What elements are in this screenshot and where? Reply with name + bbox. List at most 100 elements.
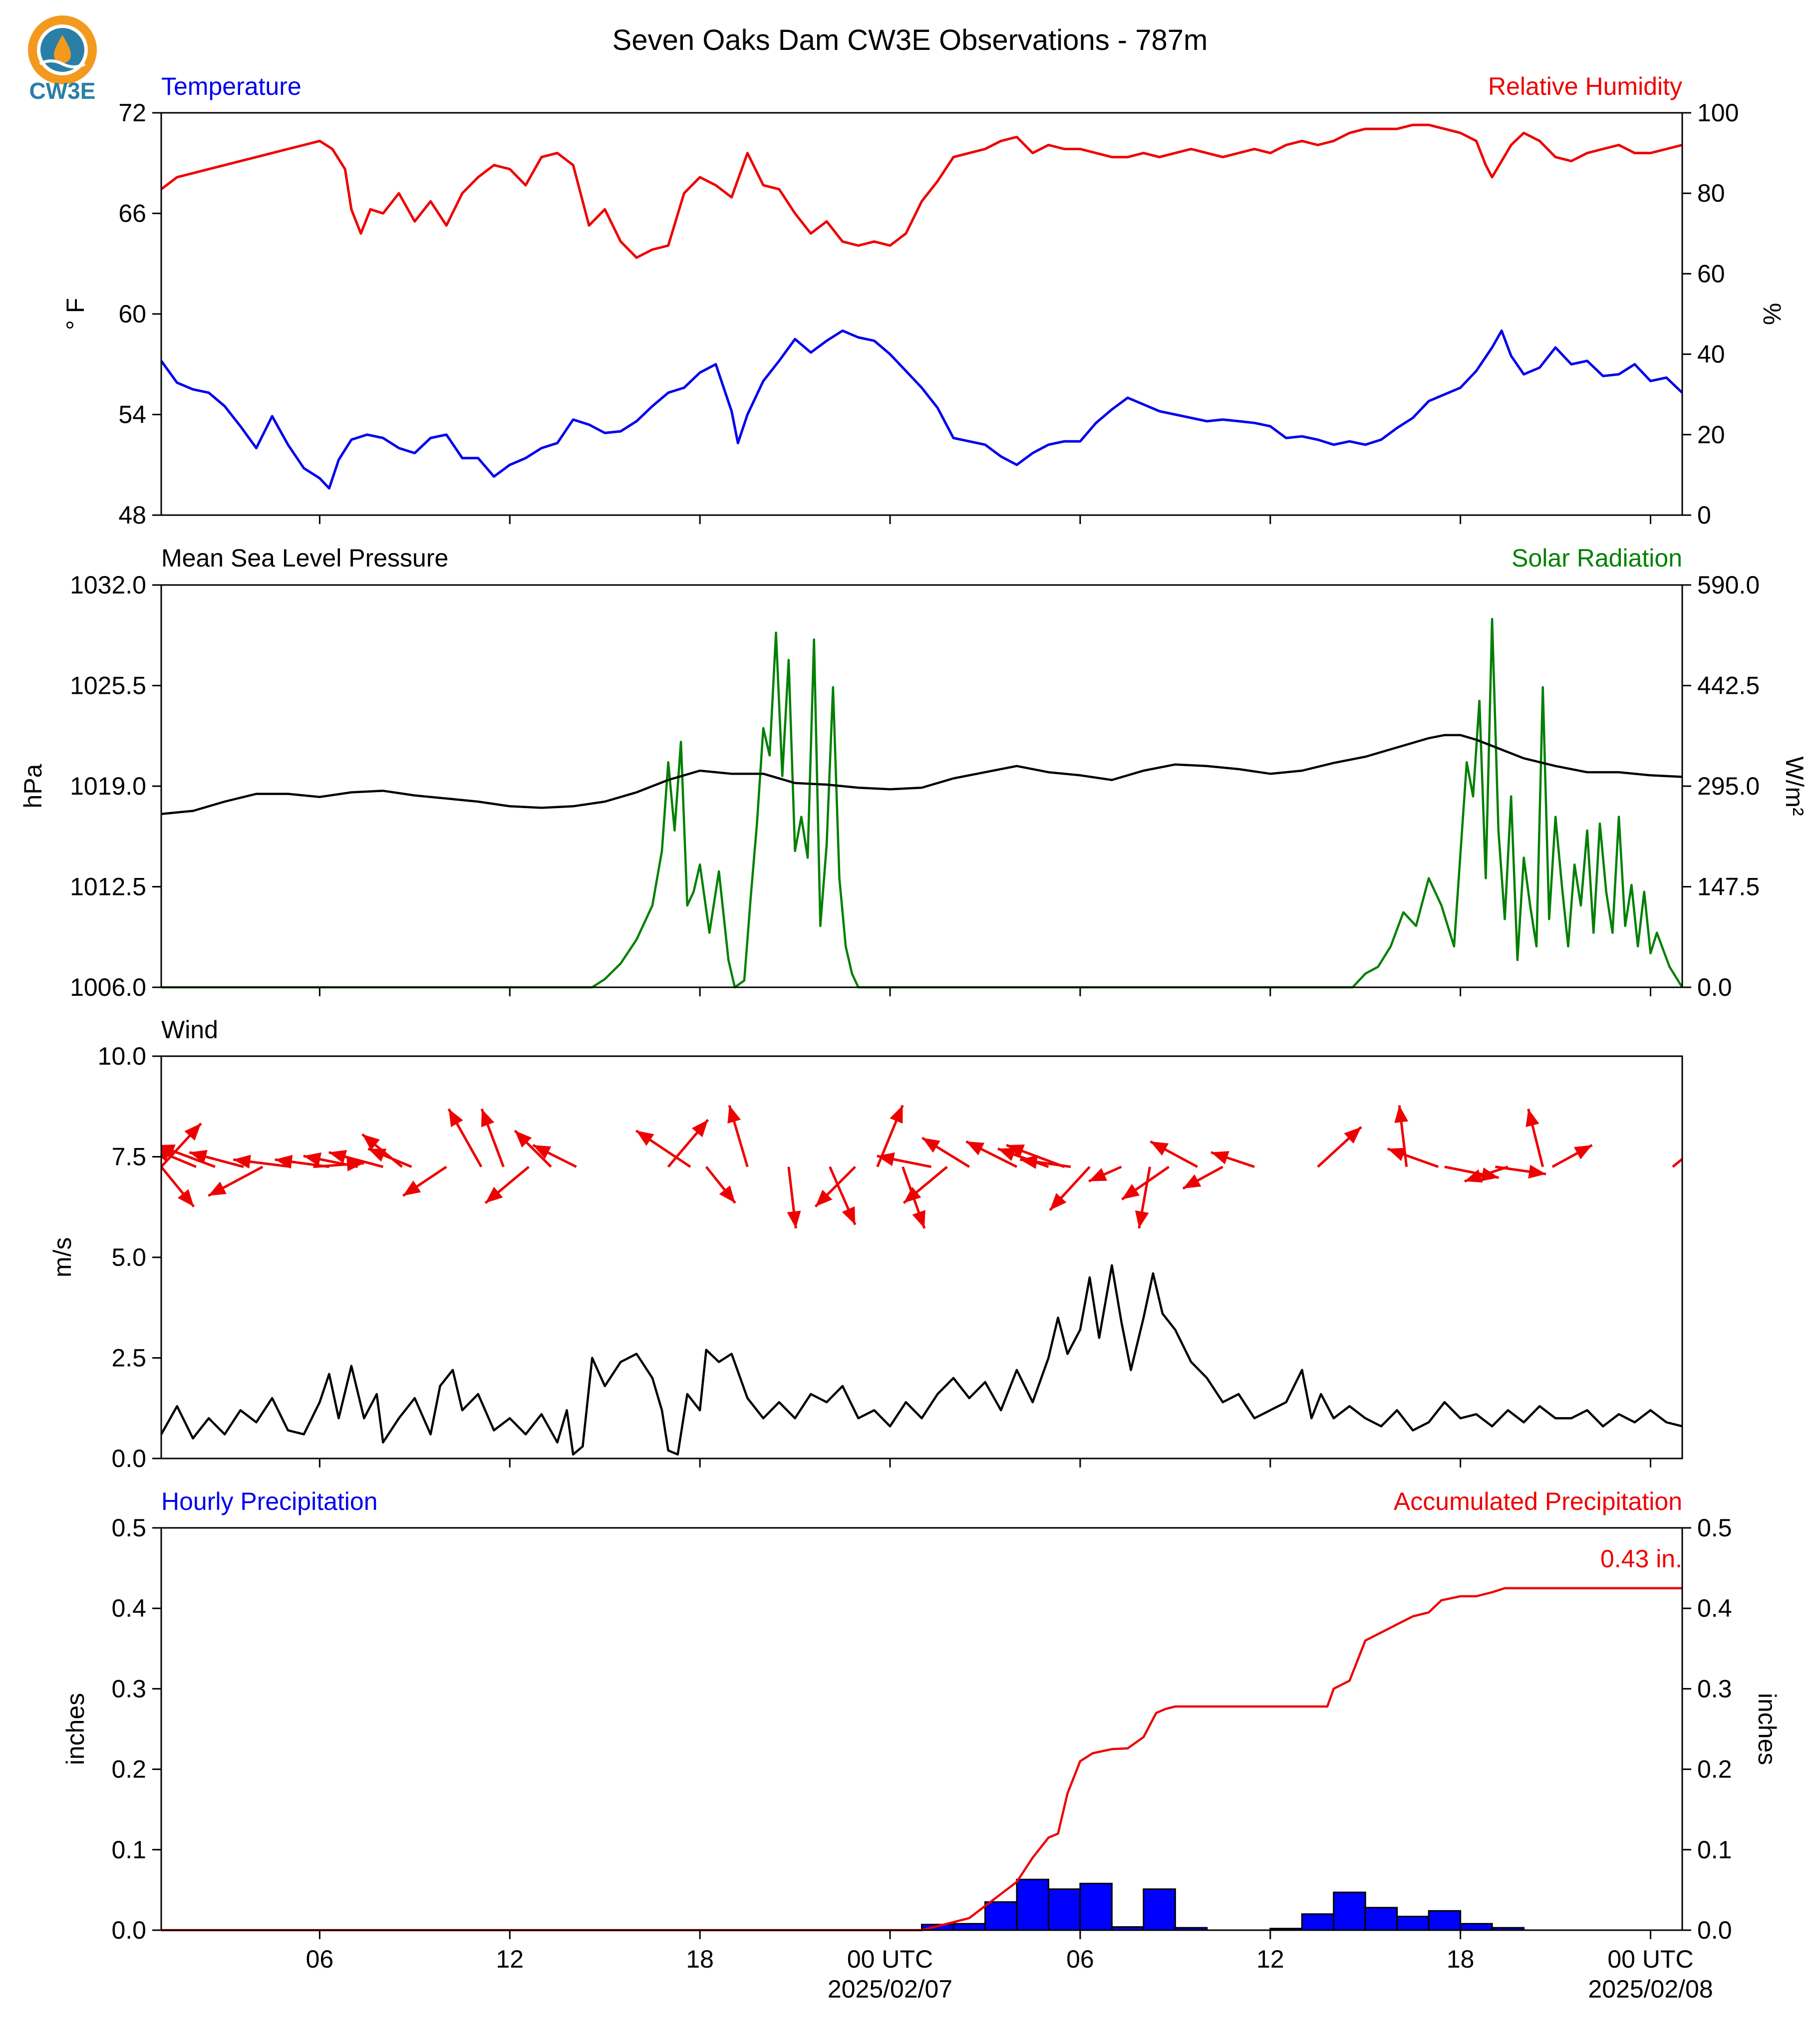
hourly-precip-title: Hourly Precipitation xyxy=(161,1487,378,1515)
wind-vector-head-7 xyxy=(346,1157,364,1171)
panel4-xtick-label-0: 06 xyxy=(306,1945,334,1973)
wind-vector-44 xyxy=(1387,1148,1439,1168)
panel4-xtick-label-2: 18 xyxy=(686,1945,714,1973)
wind-vector-head-8 xyxy=(275,1155,293,1169)
wind-vector-head-30 xyxy=(922,1138,940,1153)
wind-speed-line xyxy=(161,1264,1682,1456)
wind-vector-13 xyxy=(402,1165,447,1197)
pressure-solar-data xyxy=(161,618,1683,989)
wind-axis-tick-label-0: 0.0 xyxy=(111,1445,146,1472)
wind-vector-head-31 xyxy=(966,1141,985,1156)
wind-vector-9 xyxy=(303,1152,358,1168)
wind-vector-head-41 xyxy=(1211,1151,1229,1164)
wind-vector-head-46 xyxy=(1528,1164,1546,1179)
humidity-axis-tick-label-5: 100 xyxy=(1697,99,1739,127)
solar-title: Solar Radiation xyxy=(1512,544,1682,572)
wind-vector-head-33 xyxy=(1006,1144,1025,1158)
wind-vector-head-17 xyxy=(515,1131,532,1148)
wind-vector-head-26 xyxy=(890,1105,903,1124)
logo-wave-icon xyxy=(39,59,86,68)
hourly-precip-bar-4 xyxy=(1047,1888,1081,1931)
precip-right-axis-label: inches xyxy=(1753,1693,1781,1765)
pressure-solar-panel: Mean Sea Level Pressure Solar Radiation … xyxy=(19,544,1809,1001)
hourly-precip-bar-2 xyxy=(984,1901,1018,1931)
panel4-xtick-label-3: 00 UTC xyxy=(847,1945,933,1973)
wind-vector-head-34 xyxy=(1020,1155,1038,1169)
solar-axis-tick-label-2: 295.0 xyxy=(1697,772,1760,800)
pressure-solar-series-1-line xyxy=(161,734,1683,816)
temperature-title: Temperature xyxy=(161,72,302,100)
wind-vector-23 xyxy=(787,1166,801,1229)
wind-vector-head-32 xyxy=(997,1148,1016,1161)
temperature-humidity-data xyxy=(160,123,1683,490)
panel4-xtick-date-7: 2025/02/08 xyxy=(1588,1975,1713,2003)
solar-axis-tick-label-3: 442.5 xyxy=(1697,672,1760,700)
wind-vector-8 xyxy=(275,1155,329,1169)
solar-axis-tick-label-1: 147.5 xyxy=(1697,873,1760,901)
wind-vector-head-39 xyxy=(1150,1141,1169,1156)
precip-left-axis-tick-label-3: 0.3 xyxy=(111,1675,146,1703)
precip-left-axis-tick-label-5: 0.5 xyxy=(111,1514,146,1542)
chart-title: Seven Oaks Dam CW3E Observations - 787m xyxy=(612,24,1208,56)
wind-data xyxy=(161,1105,1682,1456)
temperature-axis-tick-label-0: 48 xyxy=(118,501,146,529)
wind-vector-4 xyxy=(189,1150,244,1168)
precip-left-axis-tick-label-4: 0.4 xyxy=(111,1594,146,1622)
wind-vector-48 xyxy=(1525,1109,1544,1167)
wind-vector-head-11 xyxy=(362,1134,380,1151)
wind-vector-37 xyxy=(1135,1166,1152,1229)
precip-right-axis-tick-label-5: 0.5 xyxy=(1697,1514,1732,1542)
wind-vector-31 xyxy=(965,1140,1018,1168)
wind-vector-42 xyxy=(1317,1126,1362,1168)
wind-vector-head-20 xyxy=(636,1131,654,1146)
wind-vector-head-24 xyxy=(842,1206,856,1225)
wind-vector-shaft-2 xyxy=(161,1151,197,1168)
pressure-solar-left-axis: 1006.0 1012.5 1019.0 1025.5 1032.0 xyxy=(70,571,161,1001)
wind-vector-head-21 xyxy=(719,1185,735,1203)
hourly-precip-bar-10 xyxy=(1301,1913,1335,1931)
solar-axis-label: W/m² xyxy=(1781,756,1809,816)
pressure-axis-tick-label-2: 1019.0 xyxy=(70,772,146,800)
accum-total-annotation: 0.43 in. xyxy=(1600,1545,1682,1573)
precip-right-axis-tick-label-0: 0.0 xyxy=(1697,1916,1732,1944)
wind-vector-head-15 xyxy=(481,1109,495,1128)
temperature-axis-tick-label-3: 66 xyxy=(118,200,146,228)
temperature-axis-label: ° F xyxy=(61,298,89,330)
precip-right-axis-tick-label-2: 0.2 xyxy=(1697,1755,1732,1783)
humidity-axis-tick-label-4: 80 xyxy=(1697,179,1725,207)
hourly-precip-bar-7 xyxy=(1143,1888,1176,1931)
wind-vector-head-43 xyxy=(1394,1105,1409,1123)
wind-axis-tick-label-3: 7.5 xyxy=(111,1143,146,1171)
wind-vector-head-36 xyxy=(1089,1168,1107,1181)
wind-vector-head-18 xyxy=(533,1145,552,1159)
wind-vector-24 xyxy=(829,1166,857,1225)
pressure-axis-label: hPa xyxy=(19,764,47,808)
wind-vector-head-38 xyxy=(1122,1184,1140,1199)
temperature-humidity-left-axis: 48 54 60 66 72 xyxy=(118,99,161,529)
wind-vector-head-47 xyxy=(1464,1169,1483,1183)
wind-vector-head-9 xyxy=(303,1152,321,1166)
precip-right-axis-tick-label-4: 0.4 xyxy=(1697,1594,1732,1622)
wind-vector-10 xyxy=(328,1150,383,1168)
hourly-precip-bar-12 xyxy=(1364,1907,1398,1931)
wind-vector-head-40 xyxy=(1183,1174,1202,1189)
pressure-solar-right-axis: 0.0 147.5 295.0 442.5 590.0 xyxy=(1682,571,1760,1001)
temperature-axis-tick-label-4: 72 xyxy=(118,99,146,127)
panel4-xtick-label-6: 18 xyxy=(1447,1945,1475,1973)
wind-vector-head-42 xyxy=(1344,1127,1361,1144)
pressure-axis-tick-label-0: 1006.0 xyxy=(70,973,146,1001)
wind-vector-25 xyxy=(814,1165,856,1208)
humidity-axis-tick-label-2: 40 xyxy=(1697,340,1725,368)
wind-vector-shaft-50 xyxy=(1672,1157,1682,1168)
solar-axis-tick-label-0: 0.0 xyxy=(1697,973,1732,1001)
wind-clipped-layer xyxy=(161,1105,1682,1456)
wind-axis-tick-label-1: 2.5 xyxy=(111,1344,146,1372)
wind-vector-28 xyxy=(877,1152,932,1168)
wind-vector-head-27 xyxy=(912,1210,925,1228)
pressure-solar-series-0-line xyxy=(161,618,1683,989)
hourly-precip-bar-1 xyxy=(952,1923,986,1931)
accum-precip-title: Accumulated Precipitation xyxy=(1394,1487,1682,1515)
humidity-axis-label: % xyxy=(1758,303,1786,325)
wind-x-ticks xyxy=(318,1458,1652,1467)
